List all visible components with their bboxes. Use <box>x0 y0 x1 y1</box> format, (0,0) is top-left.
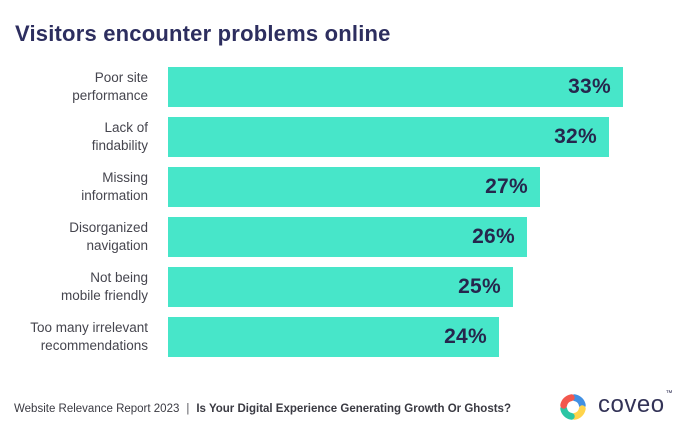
bar-row: Poor site performance 33% <box>0 67 694 107</box>
coveo-logo: coveo™ <box>554 388 674 426</box>
category-label: Poor site performance <box>72 70 148 103</box>
category-label: Not being mobile friendly <box>60 270 148 303</box>
bar-row: Too many irrelevant recommendations 24% <box>0 317 694 357</box>
bar-chart: Poor site performance 33% Lack of findab… <box>0 67 694 367</box>
value-label: 27% <box>485 175 528 198</box>
bar: 32% <box>168 117 609 157</box>
bar-row: Missing information 27% <box>0 167 694 207</box>
bar-row: Disorganized navigation 26% <box>0 217 694 257</box>
bar: 33% <box>168 67 623 107</box>
category-label: Too many irrelevant recommendations <box>30 320 148 353</box>
bar: 24% <box>168 317 499 357</box>
chart-title: Visitors encounter problems online <box>15 21 391 46</box>
category-label: Disorganized navigation <box>69 220 148 253</box>
footer-report-name: Website Relevance Report 2023 <box>14 403 180 415</box>
value-label: 32% <box>554 125 597 148</box>
footer: Website Relevance Report 2023 | Is Your … <box>14 403 511 415</box>
category-label: Missing information <box>81 170 148 203</box>
bar: 27% <box>168 167 540 207</box>
value-label: 26% <box>472 225 515 248</box>
bar-row: Not being mobile friendly 25% <box>0 267 694 307</box>
category-label: Lack of findability <box>91 120 148 153</box>
value-label: 25% <box>458 275 501 298</box>
coveo-wordmark: coveo™ <box>598 390 674 418</box>
value-label: 33% <box>568 75 611 98</box>
trademark-symbol: ™ <box>665 390 674 397</box>
bar-row: Lack of findability 32% <box>0 117 694 157</box>
value-label: 24% <box>444 325 487 348</box>
bar: 26% <box>168 217 527 257</box>
footer-tagline: Is Your Digital Experience Generating Gr… <box>196 403 511 415</box>
footer-separator: | <box>186 403 190 415</box>
bar: 25% <box>168 267 513 307</box>
coveo-logo-icon <box>560 394 586 420</box>
